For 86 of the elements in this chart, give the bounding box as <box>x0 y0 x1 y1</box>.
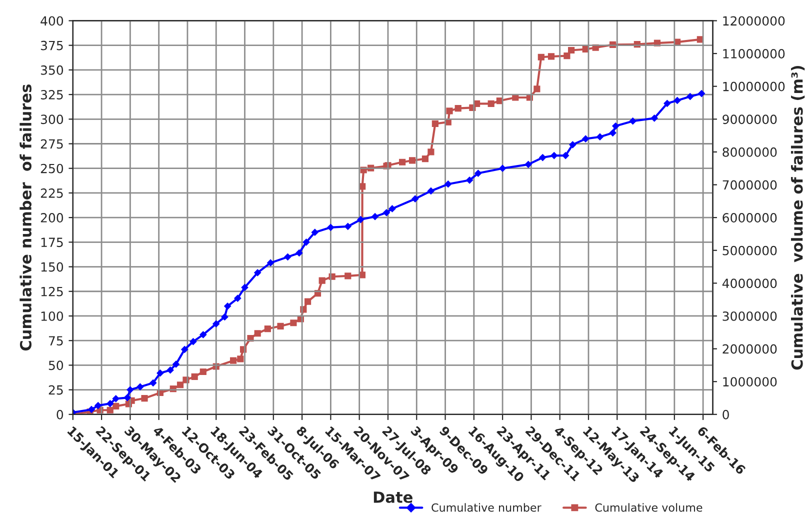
legend-label: Cumulative number <box>432 503 542 512</box>
point <box>241 284 248 291</box>
point <box>539 154 546 161</box>
y2-tick-label: 6000000 <box>722 213 777 222</box>
point <box>94 402 102 410</box>
y2-axis-title: Cumulative volume of failures (m³) <box>791 66 805 370</box>
y2-tick-label: 2000000 <box>722 344 777 354</box>
y-tick-label: 300 <box>40 114 64 124</box>
point <box>311 228 318 236</box>
point <box>569 141 576 148</box>
y-tick-label: 175 <box>41 238 63 248</box>
y-tick-label: 125 <box>41 286 63 296</box>
y2-tick-label: 9000000 <box>722 114 777 124</box>
y2-tick-label: 12000000 <box>723 16 785 26</box>
point <box>221 314 228 320</box>
point <box>383 209 390 216</box>
point <box>499 164 506 172</box>
point <box>327 224 334 231</box>
point <box>234 294 242 302</box>
point <box>474 170 482 177</box>
y2-tick-label: 1000000 <box>723 377 777 387</box>
y2-tick-label: 8000000 <box>722 147 777 157</box>
y-tick-label: 250 <box>40 164 64 174</box>
y2-tick-label: 3000000 <box>722 311 777 321</box>
point <box>357 216 364 223</box>
point <box>172 360 180 368</box>
point <box>126 386 134 394</box>
y-tick-label: 350 <box>40 65 64 75</box>
point <box>609 129 616 136</box>
point <box>562 152 570 160</box>
legend-label: Cumulative volume <box>595 503 702 512</box>
point <box>664 100 671 107</box>
point <box>302 238 310 246</box>
point <box>412 195 419 202</box>
y2-tick-label: 0 <box>722 410 729 420</box>
point <box>254 269 262 276</box>
point <box>212 320 220 328</box>
y-tick-label: 0 <box>56 410 64 420</box>
y-tick-label: 50 <box>48 360 64 370</box>
point <box>524 160 532 168</box>
point <box>224 302 232 310</box>
point <box>296 250 303 256</box>
y2-tick-label: 4000000 <box>722 278 777 288</box>
point <box>674 96 681 104</box>
point <box>200 331 207 338</box>
point <box>629 118 636 125</box>
point <box>284 253 292 260</box>
point <box>427 188 434 194</box>
y-tick-label: 100 <box>41 311 64 321</box>
y-tick-label: 75 <box>48 336 63 346</box>
point <box>150 379 157 386</box>
y2-tick-label: 11000000 <box>723 49 785 58</box>
point <box>112 395 120 402</box>
point <box>686 93 694 100</box>
point <box>388 205 396 212</box>
point <box>181 346 188 353</box>
y-tick-label: 150 <box>41 262 64 272</box>
x-axis-title: Date <box>374 492 412 503</box>
y2-tick-label: 10000000 <box>723 82 785 92</box>
point <box>166 366 174 374</box>
point <box>466 176 474 184</box>
y-tick-label: 400 <box>40 16 64 26</box>
point <box>344 222 352 230</box>
y2-tick-label: 7000000 <box>722 180 777 190</box>
point <box>612 122 620 130</box>
point <box>444 180 452 188</box>
point <box>190 338 197 346</box>
y-tick-label: 325 <box>40 90 63 100</box>
y-tick-label: 225 <box>40 188 63 198</box>
point <box>582 135 590 142</box>
point <box>596 133 604 140</box>
y-tick-label: 375 <box>40 40 63 50</box>
point <box>106 400 114 408</box>
point <box>124 394 131 402</box>
y-axis-title: Cumulative number of failures <box>20 84 32 351</box>
point <box>136 383 144 390</box>
point <box>650 114 658 122</box>
point <box>156 370 164 377</box>
y-tick-label: 25 <box>48 385 63 395</box>
y2-tick-label: 5000000 <box>722 246 777 256</box>
point <box>267 259 274 266</box>
point <box>698 90 706 98</box>
point <box>372 213 378 220</box>
point <box>550 152 558 160</box>
y-tick-label: 275 <box>40 139 63 149</box>
y-tick-label: 200 <box>40 213 64 222</box>
